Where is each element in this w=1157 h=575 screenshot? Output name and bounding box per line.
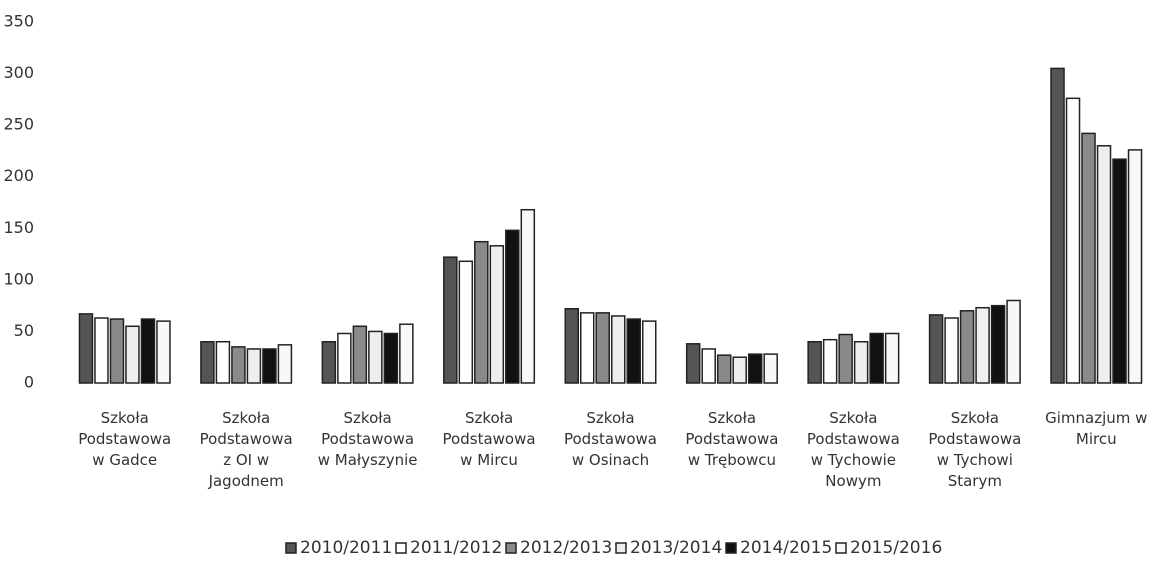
bar — [869, 332, 884, 384]
bar — [78, 313, 94, 384]
bar — [399, 323, 414, 384]
legend-label: 2014/2015 — [740, 538, 832, 558]
y-tick-label: 350 — [3, 12, 34, 31]
bar — [140, 318, 156, 384]
legend-swatch — [835, 542, 847, 554]
bar — [109, 318, 125, 384]
y-tick-label: 0 — [24, 373, 34, 392]
y-tick-label: 150 — [3, 218, 34, 237]
y-tick-label: 50 — [14, 321, 34, 340]
bar — [1081, 132, 1096, 384]
bar — [458, 260, 474, 384]
y-tick-label: 300 — [3, 63, 34, 82]
bar — [959, 310, 975, 384]
bar — [489, 245, 505, 384]
bar — [642, 320, 657, 384]
bar — [564, 307, 579, 384]
bar — [1096, 145, 1112, 384]
bar — [990, 304, 1006, 384]
bar — [125, 325, 140, 384]
legend-swatch — [395, 542, 407, 554]
bar — [1065, 97, 1081, 384]
bar — [1006, 299, 1021, 384]
bar — [277, 344, 293, 384]
bar — [580, 312, 595, 384]
x-tick-label: Szkoła Podstawowa z OI w Jagodnem — [200, 409, 293, 490]
bar — [520, 208, 536, 384]
bar — [1050, 67, 1065, 384]
x-tick-label: Gimnazjum w Mircu — [1045, 409, 1147, 448]
bar — [231, 346, 246, 384]
bar — [352, 325, 368, 384]
bar — [505, 229, 520, 384]
legend-label: 2012/2013 — [520, 538, 612, 558]
bar — [1112, 158, 1127, 384]
bar — [716, 354, 732, 384]
bar — [701, 348, 716, 384]
x-tick-label: Szkoła Podstawowa w Mircu — [443, 409, 536, 469]
bar — [747, 353, 763, 384]
bar — [337, 332, 352, 384]
legend-swatch — [725, 542, 737, 554]
bar — [884, 332, 900, 384]
bar — [928, 314, 944, 384]
bar — [321, 340, 337, 384]
legend-swatch — [505, 542, 517, 554]
bar — [838, 333, 853, 384]
y-tick-label: 200 — [3, 166, 34, 185]
bar — [262, 348, 277, 384]
x-tick-label: Szkoła Podstawowa w Gadce — [78, 409, 171, 469]
bar — [732, 356, 747, 384]
bar — [822, 338, 838, 384]
bar — [474, 240, 489, 384]
bar — [944, 317, 959, 384]
bar — [853, 340, 869, 384]
bar — [975, 306, 990, 384]
x-tick-label: Szkoła Podstawowa w Trębowcu — [685, 409, 778, 469]
legend-swatch — [615, 542, 627, 554]
bar — [156, 320, 171, 384]
x-tick-label: Szkoła Podstawowa w Małyszynie — [318, 409, 418, 469]
legend-label: 2011/2012 — [410, 538, 502, 558]
bar — [807, 340, 822, 384]
x-tick-label: Szkoła Podstawowa w Tychowi Starym — [928, 409, 1021, 490]
bar — [1127, 149, 1143, 384]
bar — [763, 353, 778, 384]
bar — [246, 348, 262, 384]
y-tick-label: 250 — [3, 115, 34, 134]
bar — [200, 340, 215, 384]
legend-label: 2015/2016 — [850, 538, 942, 558]
bar — [595, 312, 610, 384]
bar — [368, 330, 383, 384]
bar — [94, 317, 109, 384]
y-tick-label: 100 — [3, 269, 34, 288]
bar — [443, 256, 458, 384]
legend-label: 2010/2011 — [300, 538, 392, 558]
bar — [626, 318, 641, 384]
legend-label: 2013/2014 — [630, 538, 722, 558]
x-tick-label: Szkoła Podstawowa w Tychowie Nowym — [807, 409, 900, 490]
x-tick-label: Szkoła Podstawowa w Osinach — [564, 409, 657, 469]
legend-swatch — [285, 542, 297, 554]
bar — [215, 340, 231, 384]
bar — [685, 343, 701, 384]
bar — [383, 332, 399, 384]
bar — [611, 315, 626, 384]
